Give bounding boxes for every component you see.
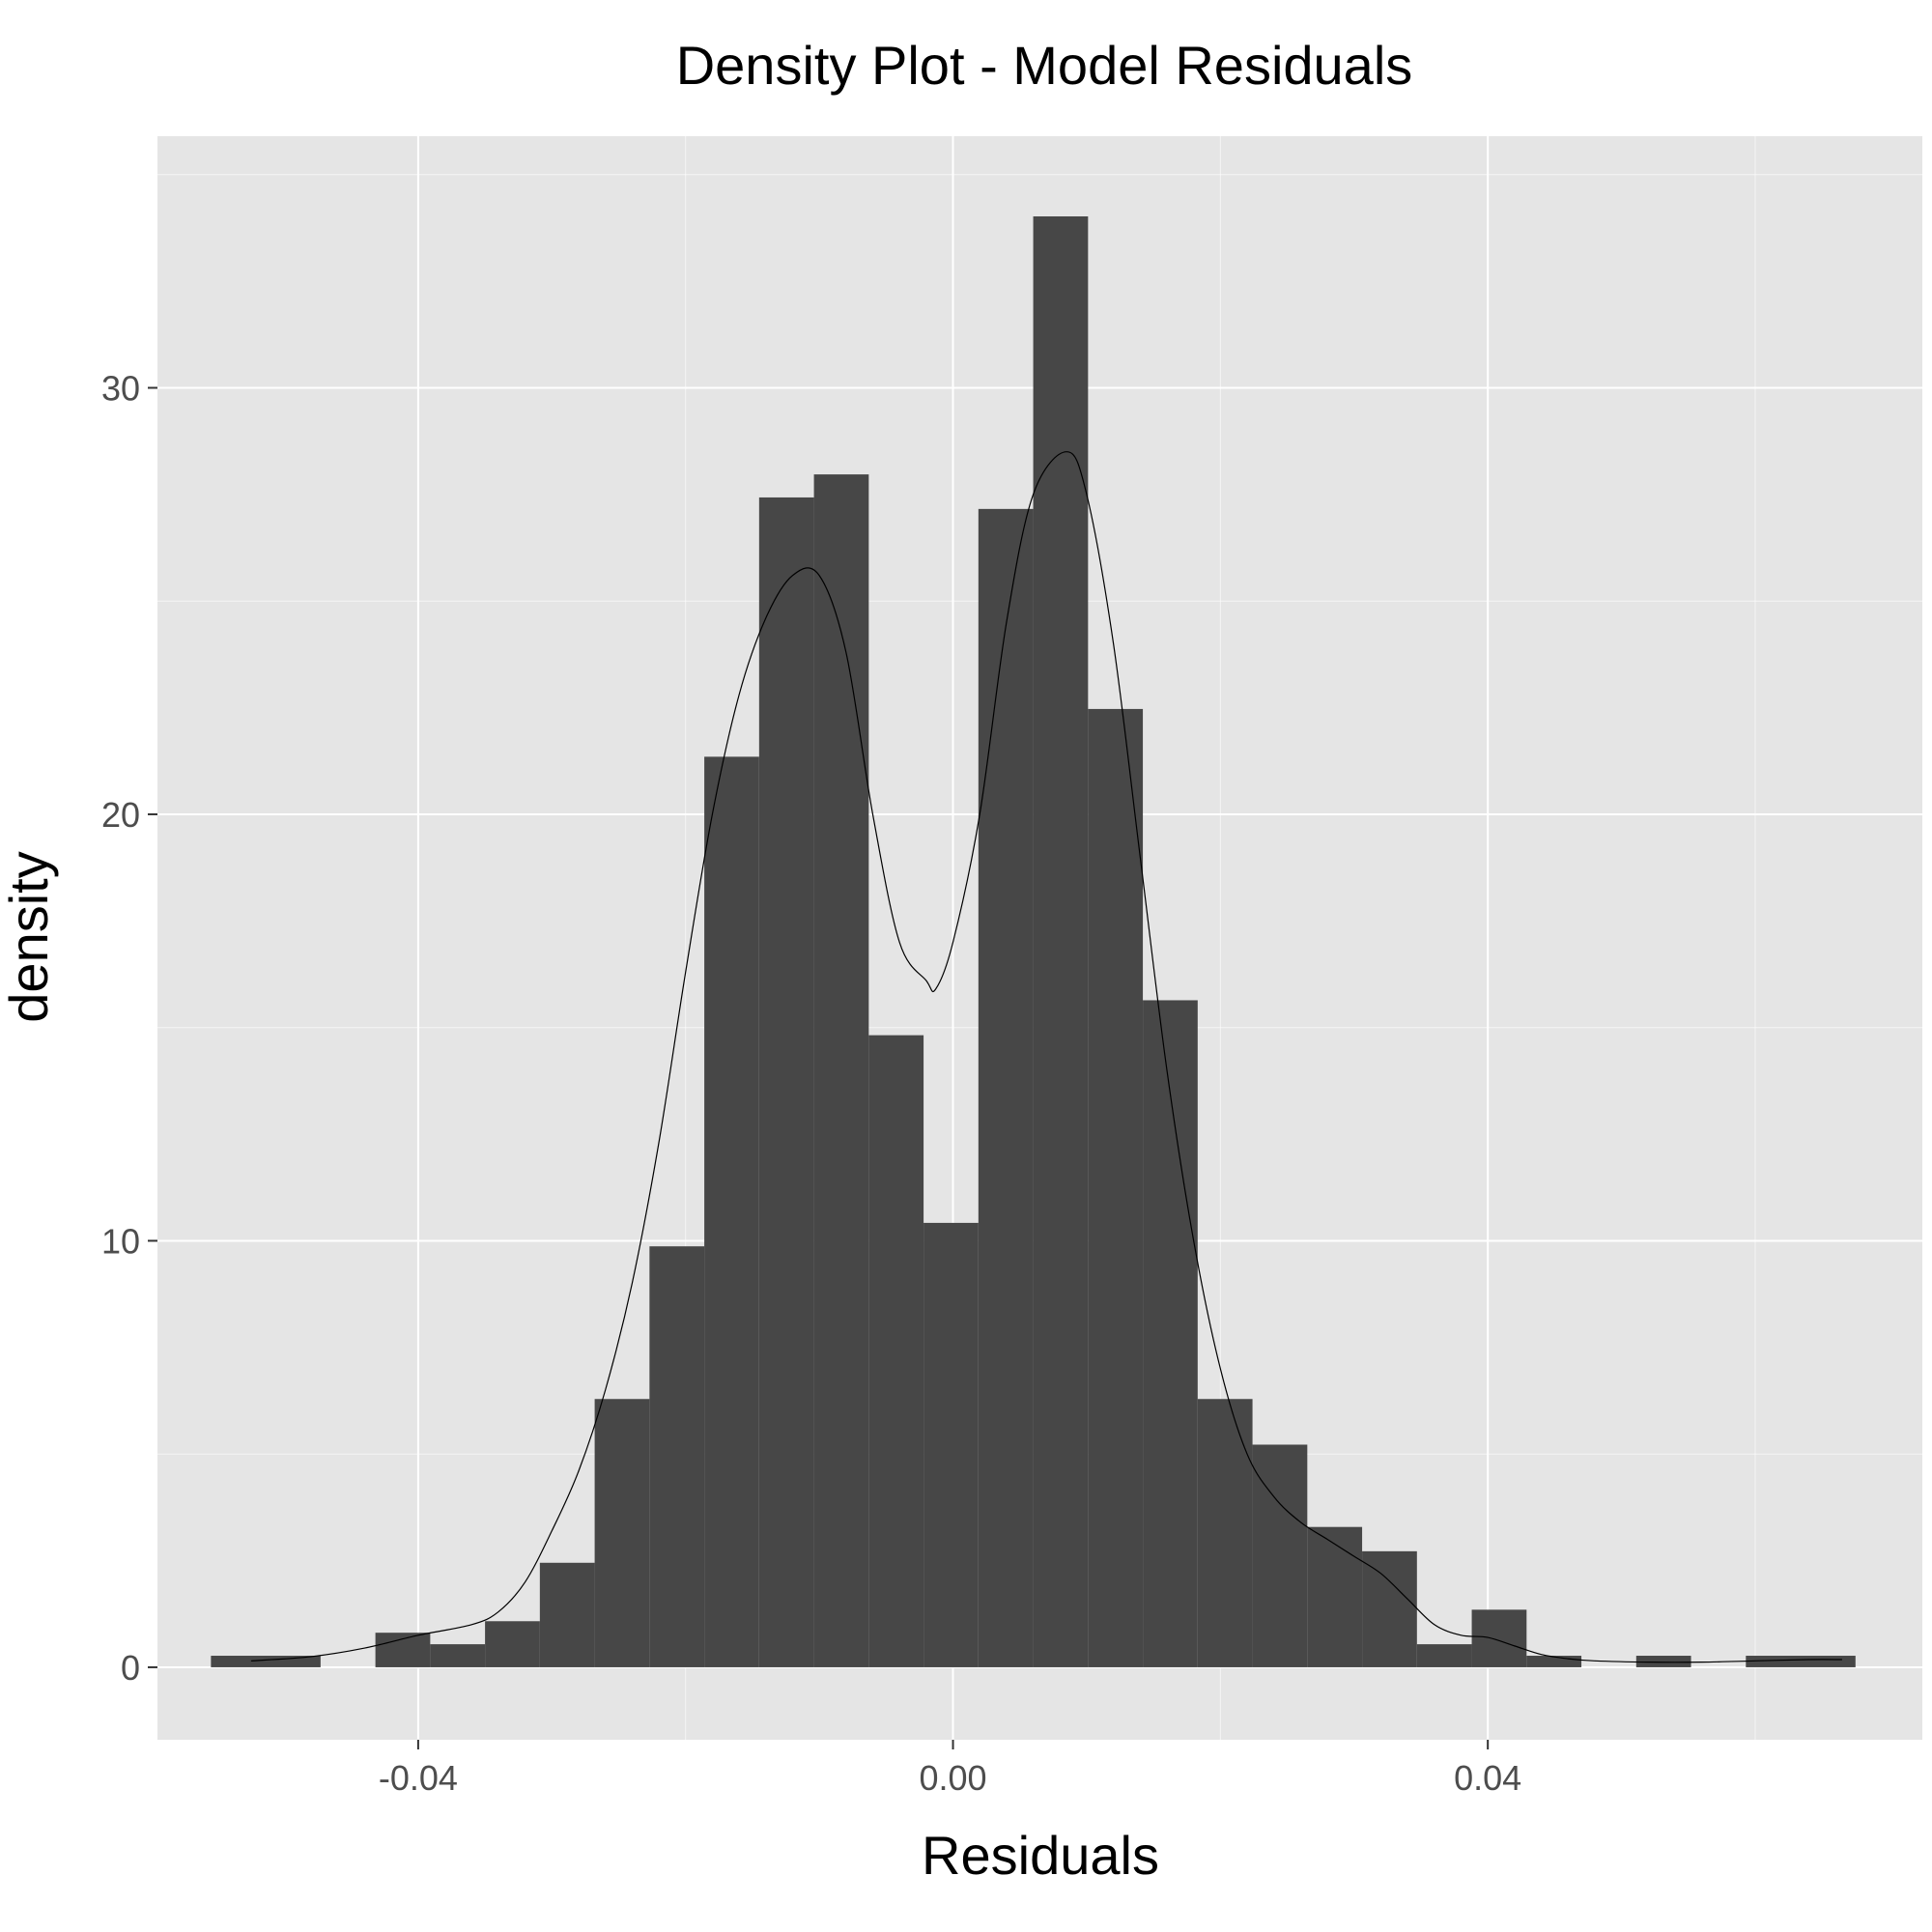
histogram-bar [1746, 1656, 1856, 1667]
histogram-bar [1471, 1609, 1527, 1667]
histogram-bar [1252, 1444, 1308, 1667]
histogram-bar [1635, 1656, 1691, 1667]
density-curve [250, 451, 1842, 1663]
histogram-bar [375, 1633, 431, 1667]
histogram-bar [1197, 1399, 1253, 1667]
y-tick-label: 20 [101, 795, 140, 835]
histogram-bar [539, 1562, 595, 1667]
histogram-bar [211, 1656, 321, 1667]
y-tick-label: 0 [121, 1648, 140, 1688]
histogram-bar [1362, 1550, 1417, 1667]
histogram-bar [1526, 1656, 1582, 1667]
histogram-bar [1416, 1644, 1472, 1667]
histogram-bar [1033, 216, 1089, 1667]
y-tick-label: 30 [101, 368, 140, 408]
x-tick-label: -0.04 [379, 1758, 458, 1798]
histogram-bar [1143, 1000, 1198, 1667]
histogram-bar [594, 1399, 650, 1667]
y-tick-label: 10 [101, 1221, 140, 1261]
histogram-bar [1307, 1526, 1363, 1667]
histogram-bar [704, 756, 759, 1667]
histogram-bar [485, 1621, 540, 1667]
histogram-bar [813, 474, 869, 1667]
histogram-bar [868, 1035, 924, 1667]
chart-title: Density Plot - Model Residuals [676, 35, 1413, 96]
histogram-bar [758, 497, 814, 1667]
histogram-bar [923, 1222, 979, 1667]
x-tick-label: 0.00 [919, 1758, 986, 1798]
x-axis-title: Residuals [922, 1825, 1159, 1886]
histogram-bar [430, 1644, 486, 1667]
axes-layer: -0.04 0.00 0.04 0 10 20 30 [101, 368, 1521, 1798]
x-tick-label: 0.04 [1454, 1758, 1521, 1798]
histogram-bar [978, 508, 1034, 1667]
histogram-bar [649, 1246, 705, 1667]
histogram-bar [1088, 708, 1144, 1667]
y-axis-title: density [0, 851, 59, 1022]
bars-layer [211, 216, 1856, 1667]
